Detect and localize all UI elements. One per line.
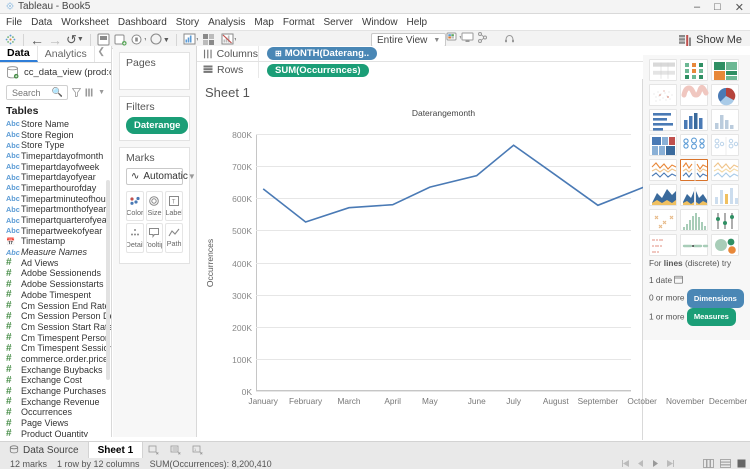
svg-text:1: 1 — [194, 447, 197, 452]
svg-text:▼: ▼ — [195, 37, 198, 44]
svg-text:▼: ▼ — [143, 37, 146, 44]
svg-text:T: T — [172, 199, 176, 205]
svg-text:▼: ▼ — [233, 37, 236, 44]
